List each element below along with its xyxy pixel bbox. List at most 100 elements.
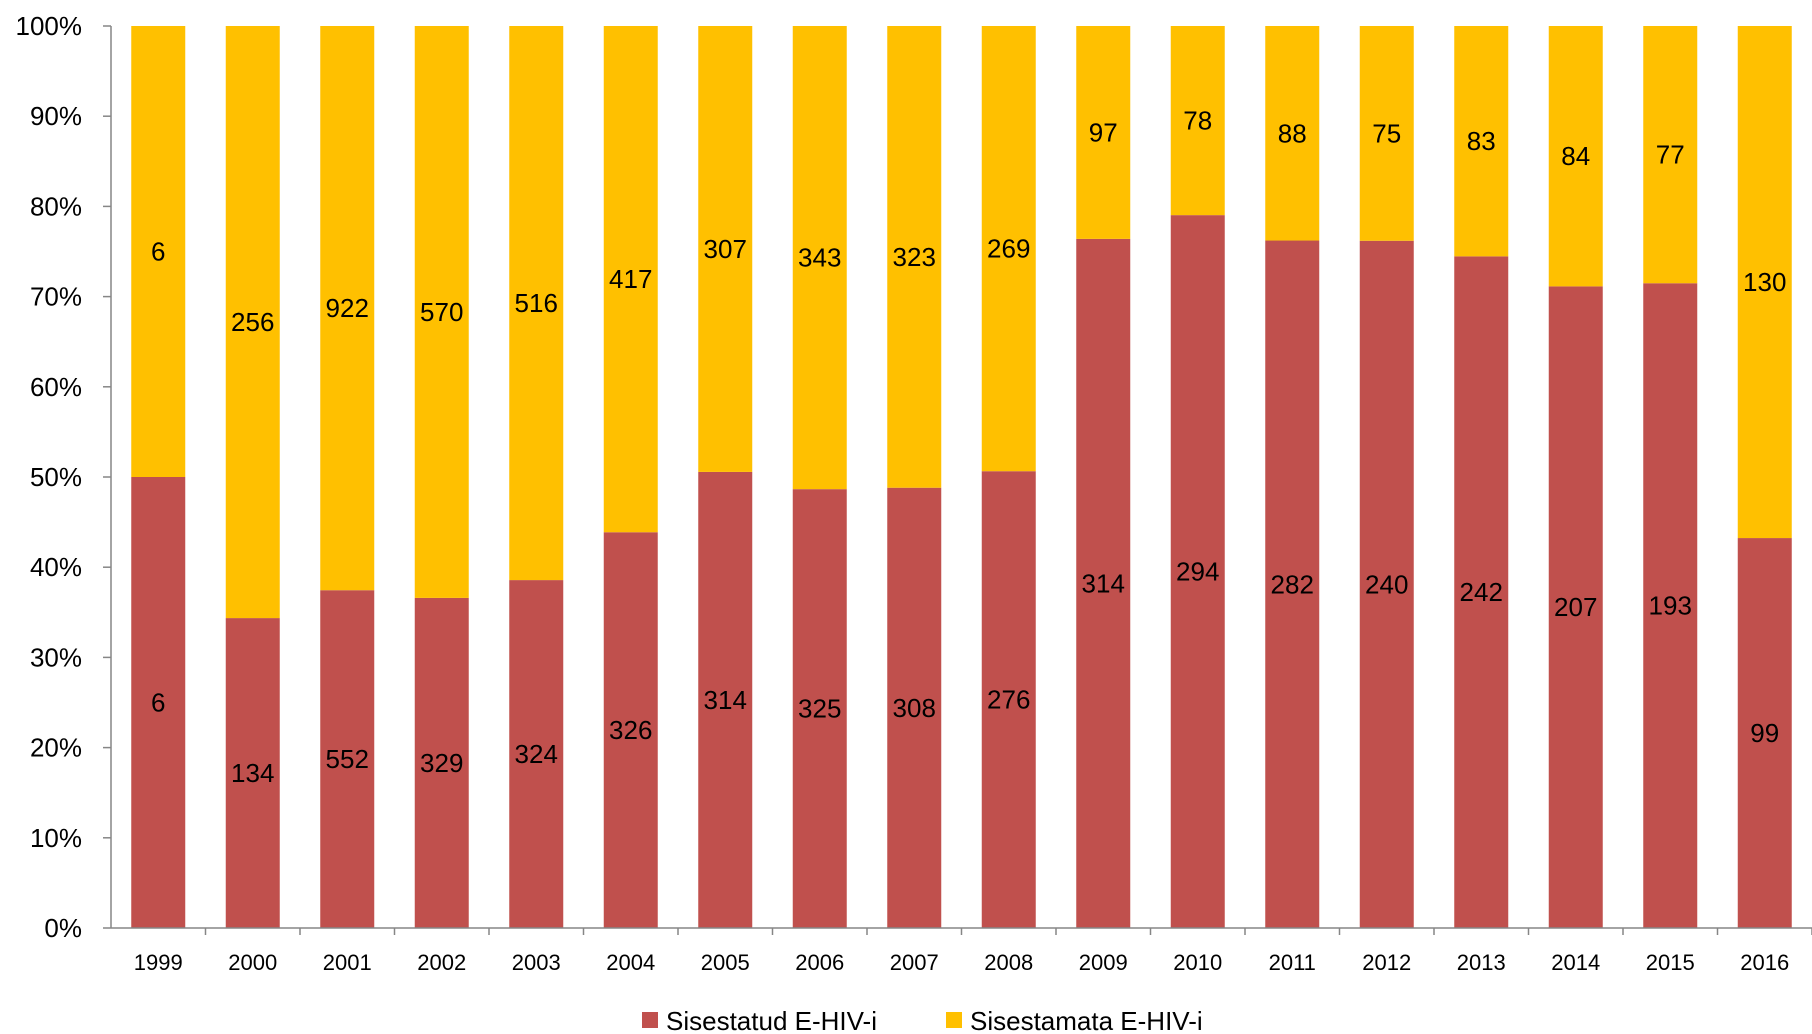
data-label-sisestamata: 343: [798, 243, 841, 273]
x-tick-label: 2012: [1362, 950, 1411, 975]
x-tick-label: 2001: [323, 950, 372, 975]
bar-segment-sisestatud: [131, 477, 186, 928]
x-tick-label: 2009: [1079, 950, 1128, 975]
bar-segment-sisestamata: [1076, 26, 1131, 239]
bar-segment-sisestatud: [1170, 215, 1225, 928]
x-tick-label: 2014: [1551, 950, 1600, 975]
y-tick-label: 100%: [16, 11, 83, 41]
x-tick-label: 2003: [512, 950, 561, 975]
x-tick-label: 2004: [606, 950, 655, 975]
x-tick-label: 2007: [890, 950, 939, 975]
data-label-sisestatud: 329: [420, 748, 463, 778]
data-label-sisestamata: 78: [1183, 106, 1212, 136]
x-tick-label: 2010: [1173, 950, 1222, 975]
y-tick-label: 10%: [30, 823, 82, 853]
data-label-sisestamata: 75: [1372, 118, 1401, 148]
x-tick-label: 2002: [417, 950, 466, 975]
legend-item-sisestatud-label: Sisestatud E-HIV-i: [666, 1006, 877, 1034]
legend-item-sisestamata-swatch: [946, 1012, 962, 1028]
y-tick-label: 0%: [44, 913, 82, 943]
x-tick-label: 2006: [795, 950, 844, 975]
bar-segment-sisestamata: [414, 26, 469, 598]
bar-segment-sisestatud: [792, 489, 847, 928]
bar-segment-sisestamata: [603, 26, 658, 533]
data-label-sisestamata: 323: [893, 242, 936, 272]
data-label-sisestamata: 130: [1743, 267, 1786, 297]
bar-segment-sisestatud: [509, 580, 564, 928]
data-label-sisestamata: 417: [609, 264, 652, 294]
data-label-sisestatud: 193: [1649, 591, 1692, 621]
bar-segment-sisestatud: [698, 471, 753, 928]
data-label-sisestamata: 922: [326, 293, 369, 323]
bar-segment-sisestamata: [698, 26, 753, 472]
bar-segment-sisestamata: [1737, 26, 1792, 539]
y-tick-label: 30%: [30, 642, 82, 672]
data-label-sisestatud: 326: [609, 715, 652, 745]
y-tick-label: 20%: [30, 733, 82, 763]
x-tick-label: 1999: [134, 950, 183, 975]
bar-segment-sisestamata: [320, 26, 375, 591]
x-tick-label: 2013: [1457, 950, 1506, 975]
y-tick-label: 40%: [30, 552, 82, 582]
x-tick-label: 2005: [701, 950, 750, 975]
data-label-sisestatud: 134: [231, 758, 274, 788]
data-label-sisestamata: 6: [151, 237, 165, 267]
y-tick-label: 50%: [30, 462, 82, 492]
data-label-sisestatud: 294: [1176, 557, 1219, 587]
bar-segment-sisestatud: [225, 618, 280, 928]
x-tick-label: 2008: [984, 950, 1033, 975]
y-tick-label: 60%: [30, 372, 82, 402]
data-label-sisestatud: 308: [893, 693, 936, 723]
data-label-sisestatud: 99: [1750, 718, 1779, 748]
data-label-sisestamata: 84: [1561, 141, 1590, 171]
data-label-sisestamata: 83: [1467, 126, 1496, 156]
bar-segment-sisestamata: [1265, 26, 1320, 241]
x-tick-label: 2000: [228, 950, 277, 975]
bar-segment-sisestatud: [603, 532, 658, 928]
bar-segment-sisestamata: [131, 26, 186, 477]
bar-segment-sisestatud: [414, 597, 469, 928]
x-tick-label: 2011: [1269, 950, 1316, 975]
data-label-sisestatud: 282: [1271, 569, 1314, 599]
data-label-sisestatud: 276: [987, 685, 1030, 715]
bar-segment-sisestamata: [887, 26, 942, 488]
bar-segment-sisestatud: [1265, 240, 1320, 928]
bar-segment-sisestamata: [1359, 26, 1414, 241]
data-label-sisestatud: 552: [326, 744, 369, 774]
y-tick-label: 80%: [30, 191, 82, 221]
data-label-sisestamata: 269: [987, 234, 1030, 264]
y-tick-label: 70%: [30, 282, 82, 312]
bar-segment-sisestamata: [225, 26, 280, 619]
x-tick-label: 2015: [1646, 950, 1695, 975]
legend: Sisestatud E-HIV-i Sisestamata E-HIV-i: [642, 1006, 1203, 1034]
y-axis: 0% 10% 20% 30% 40% 50% 60% 70% 80% 90% 100%: [16, 11, 112, 943]
data-label-sisestamata: 570: [420, 297, 463, 327]
data-label-sisestatud: 207: [1554, 592, 1597, 622]
bar-segment-sisestatud: [981, 471, 1036, 928]
bar-segment-sisestatud: [1454, 256, 1509, 928]
data-label-sisestamata: 77: [1656, 140, 1685, 170]
data-label-sisestatud: 325: [798, 694, 841, 724]
bar-segment-sisestamata: [981, 26, 1036, 472]
bar-segment-sisestamata: [509, 26, 564, 581]
bar-segment-sisestatud: [1737, 538, 1792, 928]
data-label-sisestamata: 516: [515, 288, 558, 318]
data-label-sisestamata: 97: [1089, 117, 1118, 147]
x-tick-label: 2016: [1740, 950, 1789, 975]
bar-segment-sisestamata: [1454, 26, 1509, 257]
data-label-sisestamata: 88: [1278, 118, 1307, 148]
bar-segment-sisestamata: [792, 26, 847, 490]
bar-segment-sisestamata: [1643, 26, 1698, 284]
bar-segment-sisestamata: [1170, 26, 1225, 216]
y-tick-label: 90%: [30, 101, 82, 131]
data-label-sisestatud: 6: [151, 688, 165, 718]
bar-segment-sisestatud: [887, 487, 942, 928]
data-label-sisestatud: 240: [1365, 569, 1408, 599]
bar-segment-sisestatud: [1076, 238, 1131, 928]
data-label-sisestamata: 256: [231, 307, 274, 337]
data-label-sisestatud: 314: [1082, 568, 1125, 598]
bar-segment-sisestamata: [1548, 26, 1603, 287]
x-axis: 1999 2000 2001 2002 2003 2004 2005 2006 2007 2008…: [111, 927, 1812, 975]
bars: [131, 26, 1792, 929]
